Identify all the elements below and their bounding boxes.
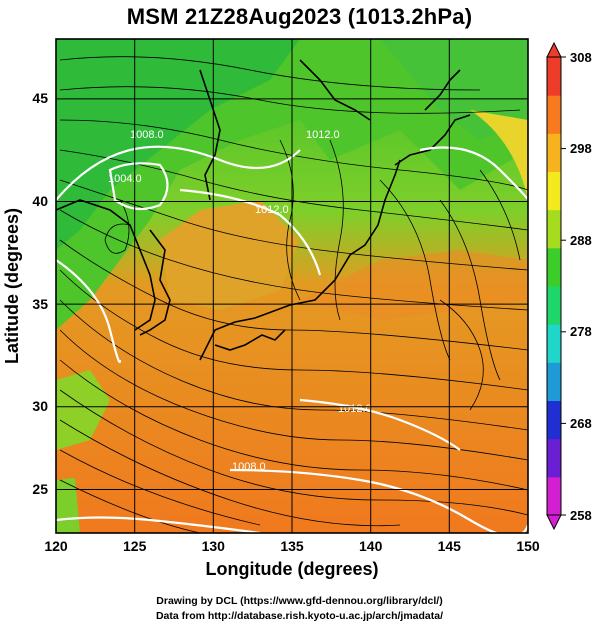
contour-label: 1012.0 xyxy=(338,403,372,415)
contour-labels: 1008.0 1012.0 1012.0 1004.0 1008.0 1012.… xyxy=(108,129,372,473)
contour-label: 1008.0 xyxy=(232,461,266,473)
colorbar-segment xyxy=(547,247,561,287)
colorbar-segment xyxy=(547,133,561,172)
contour-label: 1012.0 xyxy=(255,204,289,216)
x-tick-label: 120 xyxy=(44,538,68,554)
x-tick-label: 150 xyxy=(516,538,540,554)
weather-map: 1008.0 1012.0 1012.0 1004.0 1008.0 1012.… xyxy=(2,38,592,579)
colorbar-tick: 298 xyxy=(570,141,592,156)
x-tick-label: 130 xyxy=(202,538,226,554)
y-tick-label: 25 xyxy=(32,481,48,497)
colorbar-tick: 308 xyxy=(570,50,592,65)
colorbar-segment xyxy=(547,171,561,211)
colorbar-segment xyxy=(547,324,561,363)
colorbar-frame xyxy=(546,56,562,516)
plot-frame xyxy=(55,38,529,534)
y-tick-label: 30 xyxy=(32,398,48,414)
colorbar: 308 298 288 278 268 258 xyxy=(546,41,592,531)
map-grid xyxy=(56,39,528,533)
x-tick-label: 135 xyxy=(280,538,304,554)
colorbar-segment xyxy=(547,286,561,325)
x-tick-label: 125 xyxy=(123,538,147,554)
x-axis-ticks: 120 125 130 135 140 145 150 xyxy=(44,538,540,554)
colorbar-segment xyxy=(547,438,561,478)
colorbar-segment xyxy=(547,362,561,401)
y-axis-ticks: 25 30 35 40 45 xyxy=(32,90,48,497)
colorbar-segment xyxy=(547,95,561,134)
colorbar-tick: 278 xyxy=(570,324,592,339)
drawing-credit: Drawing by DCL (https://www.gfd-dennou.o… xyxy=(156,595,443,607)
data-credit: Data from http://database.rish.kyoto-u.a… xyxy=(155,610,444,622)
x-tick-label: 145 xyxy=(438,538,462,554)
y-tick-label: 40 xyxy=(32,193,48,209)
map-title: MSM 21Z28Aug2023 (1013.2hPa) xyxy=(126,4,473,29)
colorbar-segment xyxy=(547,209,561,249)
colorbar-tick: 288 xyxy=(570,233,592,248)
colorbar-segment xyxy=(547,400,561,440)
contour-label: 1012.0 xyxy=(306,129,340,141)
y-axis-title: Latitude (degrees) xyxy=(2,208,22,364)
colorbar-segment xyxy=(547,57,561,96)
colorbar-tick: 258 xyxy=(570,508,592,523)
x-tick-label: 140 xyxy=(359,538,383,554)
contour-label: 1008.0 xyxy=(130,129,164,141)
contour-label: 1004.0 xyxy=(108,173,142,185)
colorbar-segment xyxy=(547,476,561,516)
x-axis-title: Longitude (degrees) xyxy=(205,559,378,579)
y-tick-label: 35 xyxy=(32,296,48,312)
colorbar-min-arrow xyxy=(546,514,562,531)
colorbar-max-arrow xyxy=(546,41,562,58)
y-tick-label: 45 xyxy=(32,90,48,106)
colorbar-tick: 268 xyxy=(570,416,592,431)
